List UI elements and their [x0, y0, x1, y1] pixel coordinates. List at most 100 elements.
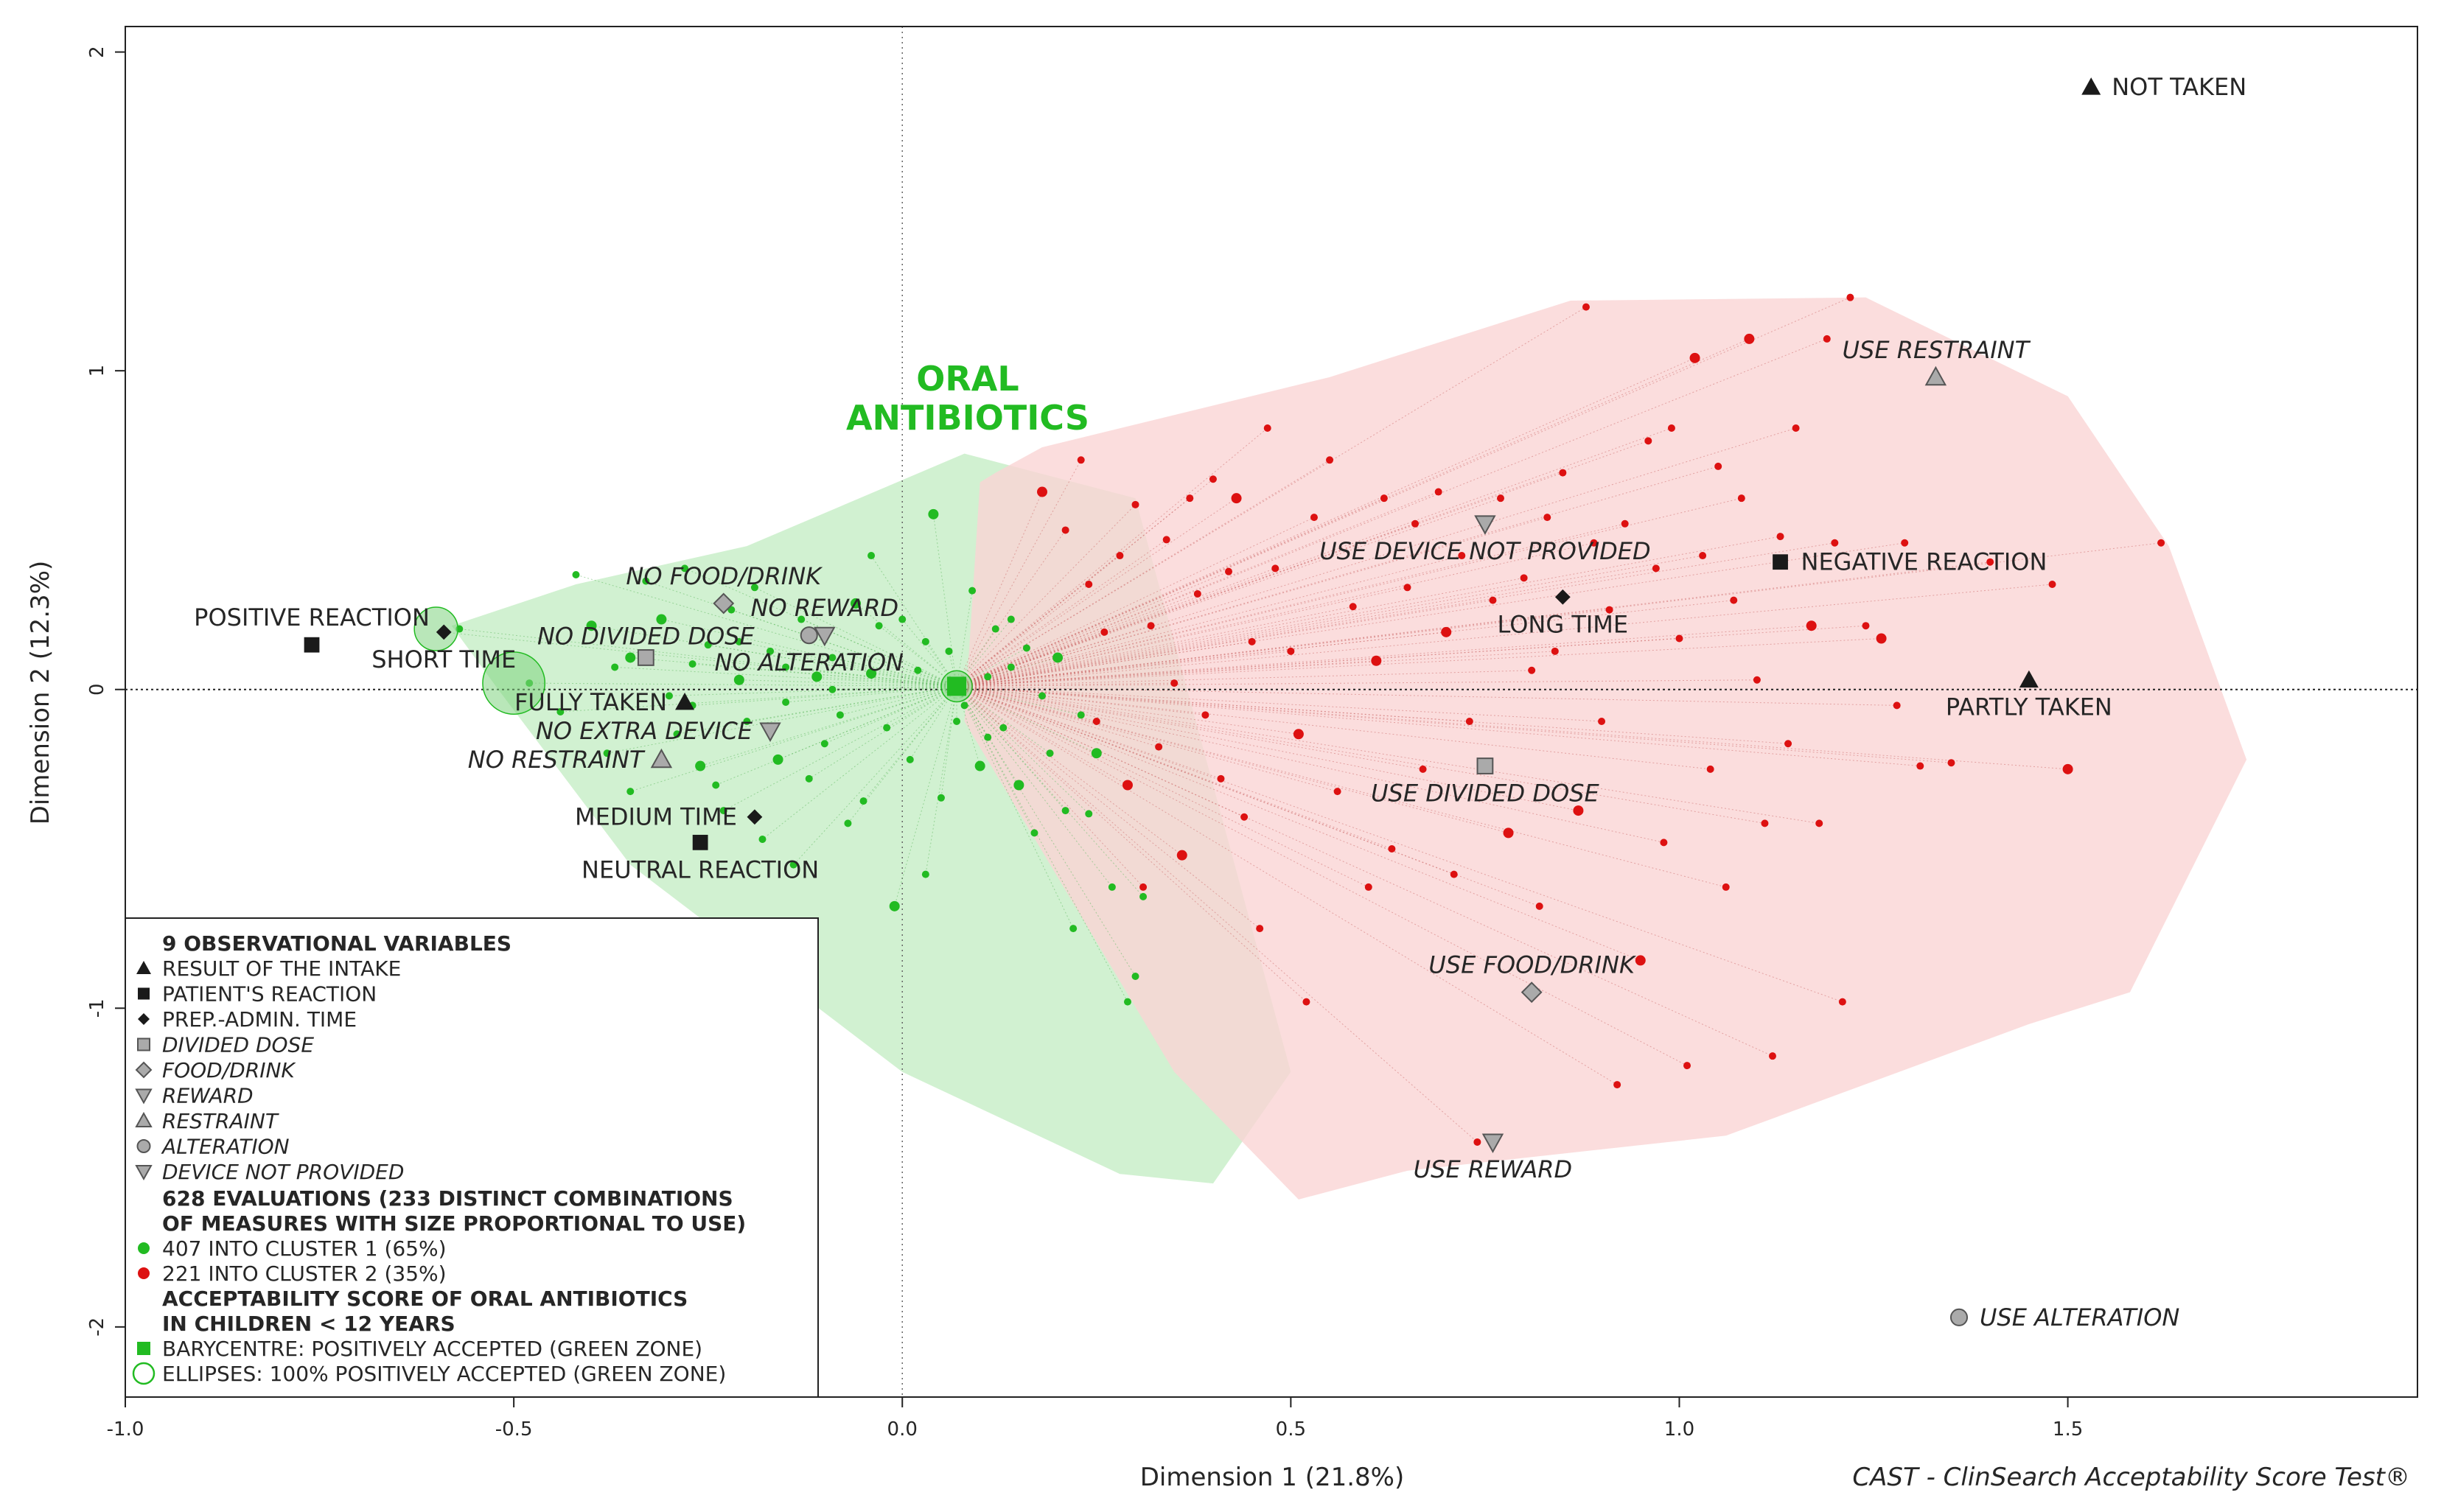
no-food-drink-marker [713, 592, 735, 615]
legend-cluster1-label: 407 INTO CLUSTER 1 (65%) [162, 1236, 447, 1261]
legend-marker-5 [135, 1088, 153, 1105]
cluster1-point [1091, 748, 1102, 759]
use-reward-label: USE REWARD [1414, 1155, 1572, 1183]
cluster1-connector [817, 676, 957, 687]
cluster2-point [1263, 424, 1271, 433]
fully-taken-label: FULLY TAKEN [514, 688, 667, 716]
cluster1-connector [956, 685, 1050, 754]
chart-title-line-2: ANTIBIOTICS [846, 398, 1089, 438]
legend-cluster2-dot [138, 1267, 150, 1279]
cluster2-point [1831, 539, 1839, 547]
cluster1-point [688, 660, 696, 668]
cluster2-connector [956, 593, 1198, 687]
cluster2-point [1411, 519, 1420, 528]
legend-cluster2-label: 221 INTO CLUSTER 2 (35%) [162, 1261, 447, 1286]
fully-taken-marker [675, 693, 695, 710]
use-alteration-marker [1949, 1308, 1969, 1326]
cluster1-point [811, 671, 823, 682]
cluster2-point [1441, 626, 1452, 637]
long-time-label: LONG TIME [1498, 610, 1629, 638]
cluster2-connector [956, 685, 1765, 824]
cluster1-connector [786, 685, 957, 703]
cluster2-point [1100, 628, 1108, 636]
y-tick-label: -2 [86, 1317, 108, 1337]
cluster1-point [984, 673, 992, 681]
cluster2-connector [956, 606, 1353, 687]
cluster2-point [1838, 998, 1846, 1006]
cluster2-connector [956, 497, 1237, 687]
x-tick-label: -1.0 [107, 1418, 144, 1441]
use-device-not-provided-marker [1474, 515, 1496, 535]
cluster2-point [1061, 526, 1069, 534]
cluster1-point [953, 717, 961, 725]
cluster2-point [1675, 634, 1683, 643]
cluster2-connector [956, 685, 1299, 735]
not-taken-label: NOT TAKEN [2112, 73, 2246, 101]
cluster2-point [1528, 666, 1536, 674]
cluster2-connector [956, 685, 1641, 961]
plot-frame [125, 26, 2418, 1398]
use-food-drink-marker [1520, 981, 1543, 1004]
cluster1-point [1030, 829, 1038, 837]
cluster2-point [1458, 552, 1466, 560]
cluster2-connector [956, 297, 1851, 687]
legend-ellipse-circle [132, 1362, 156, 1385]
long-time-marker [1554, 589, 1571, 605]
cluster2-connector [956, 685, 1338, 792]
cluster1-point [719, 807, 727, 815]
cluster1-connector [956, 686, 1144, 897]
cluster2-point [1497, 494, 1504, 503]
no-alteration-label: NO ALTERATION [714, 648, 904, 676]
legend-marker-1 [138, 987, 150, 1000]
cluster2-point [1217, 774, 1225, 783]
cluster2-point [1806, 620, 1817, 631]
use-restraint-label: USE RESTRAINT [1843, 336, 2031, 364]
legend-marker-2 [138, 1013, 150, 1025]
cluster1-point [673, 730, 681, 738]
legend-marker-6 [135, 1111, 153, 1127]
cluster2-connector [956, 542, 2162, 687]
cluster2-point [1209, 475, 1217, 483]
cluster2-point [1287, 647, 1295, 655]
cluster1-point [999, 724, 1008, 732]
cluster1-point [844, 819, 852, 827]
cluster1-point [1077, 711, 1085, 719]
cluster1-connector [925, 641, 957, 687]
cluster1-connector [529, 682, 957, 687]
cluster1-connector [956, 686, 1074, 929]
cluster2-connector [956, 307, 1587, 687]
cluster1-point [782, 663, 790, 671]
cluster1-point [586, 620, 597, 631]
cluster2-connector [956, 338, 1750, 687]
cluster2-point [1660, 839, 1668, 847]
cluster2-point [1559, 469, 1567, 477]
cluster2-point [1225, 567, 1233, 575]
cluster2-connector [956, 460, 1082, 687]
use-food-drink-label: USE FOOD/DRINK [1428, 951, 1637, 979]
cluster1-point [828, 654, 837, 662]
cluster2-point [1333, 788, 1341, 796]
cluster2-point [1092, 717, 1100, 725]
partly-taken-marker [2019, 670, 2039, 688]
cluster1-point [572, 571, 580, 578]
y-tick-label: -1 [86, 998, 108, 1018]
cluster2-point [1635, 955, 1646, 966]
cluster1-point [1085, 810, 1093, 818]
cluster1-point [906, 755, 914, 763]
cluster2-connector [956, 685, 1540, 907]
cluster2-connector [957, 685, 1602, 722]
cluster1-point [735, 637, 743, 645]
cluster1-point [611, 663, 619, 671]
cluster1-point [681, 564, 689, 573]
cluster2-point [1551, 647, 1559, 655]
cluster2-point [1302, 998, 1310, 1006]
cluster2-point [1621, 519, 1629, 528]
cluster2-point [1893, 701, 1901, 710]
use-alteration-label: USE ALTERATION [1980, 1303, 2179, 1331]
y-tick-label: 0 [86, 683, 108, 696]
cluster2-point [1256, 925, 1264, 933]
cluster1-point [937, 794, 945, 802]
cluster2-point [1176, 850, 1187, 861]
negative-reaction-label: NEGATIVE REACTION [1801, 548, 2047, 576]
cluster1-point [850, 598, 861, 609]
